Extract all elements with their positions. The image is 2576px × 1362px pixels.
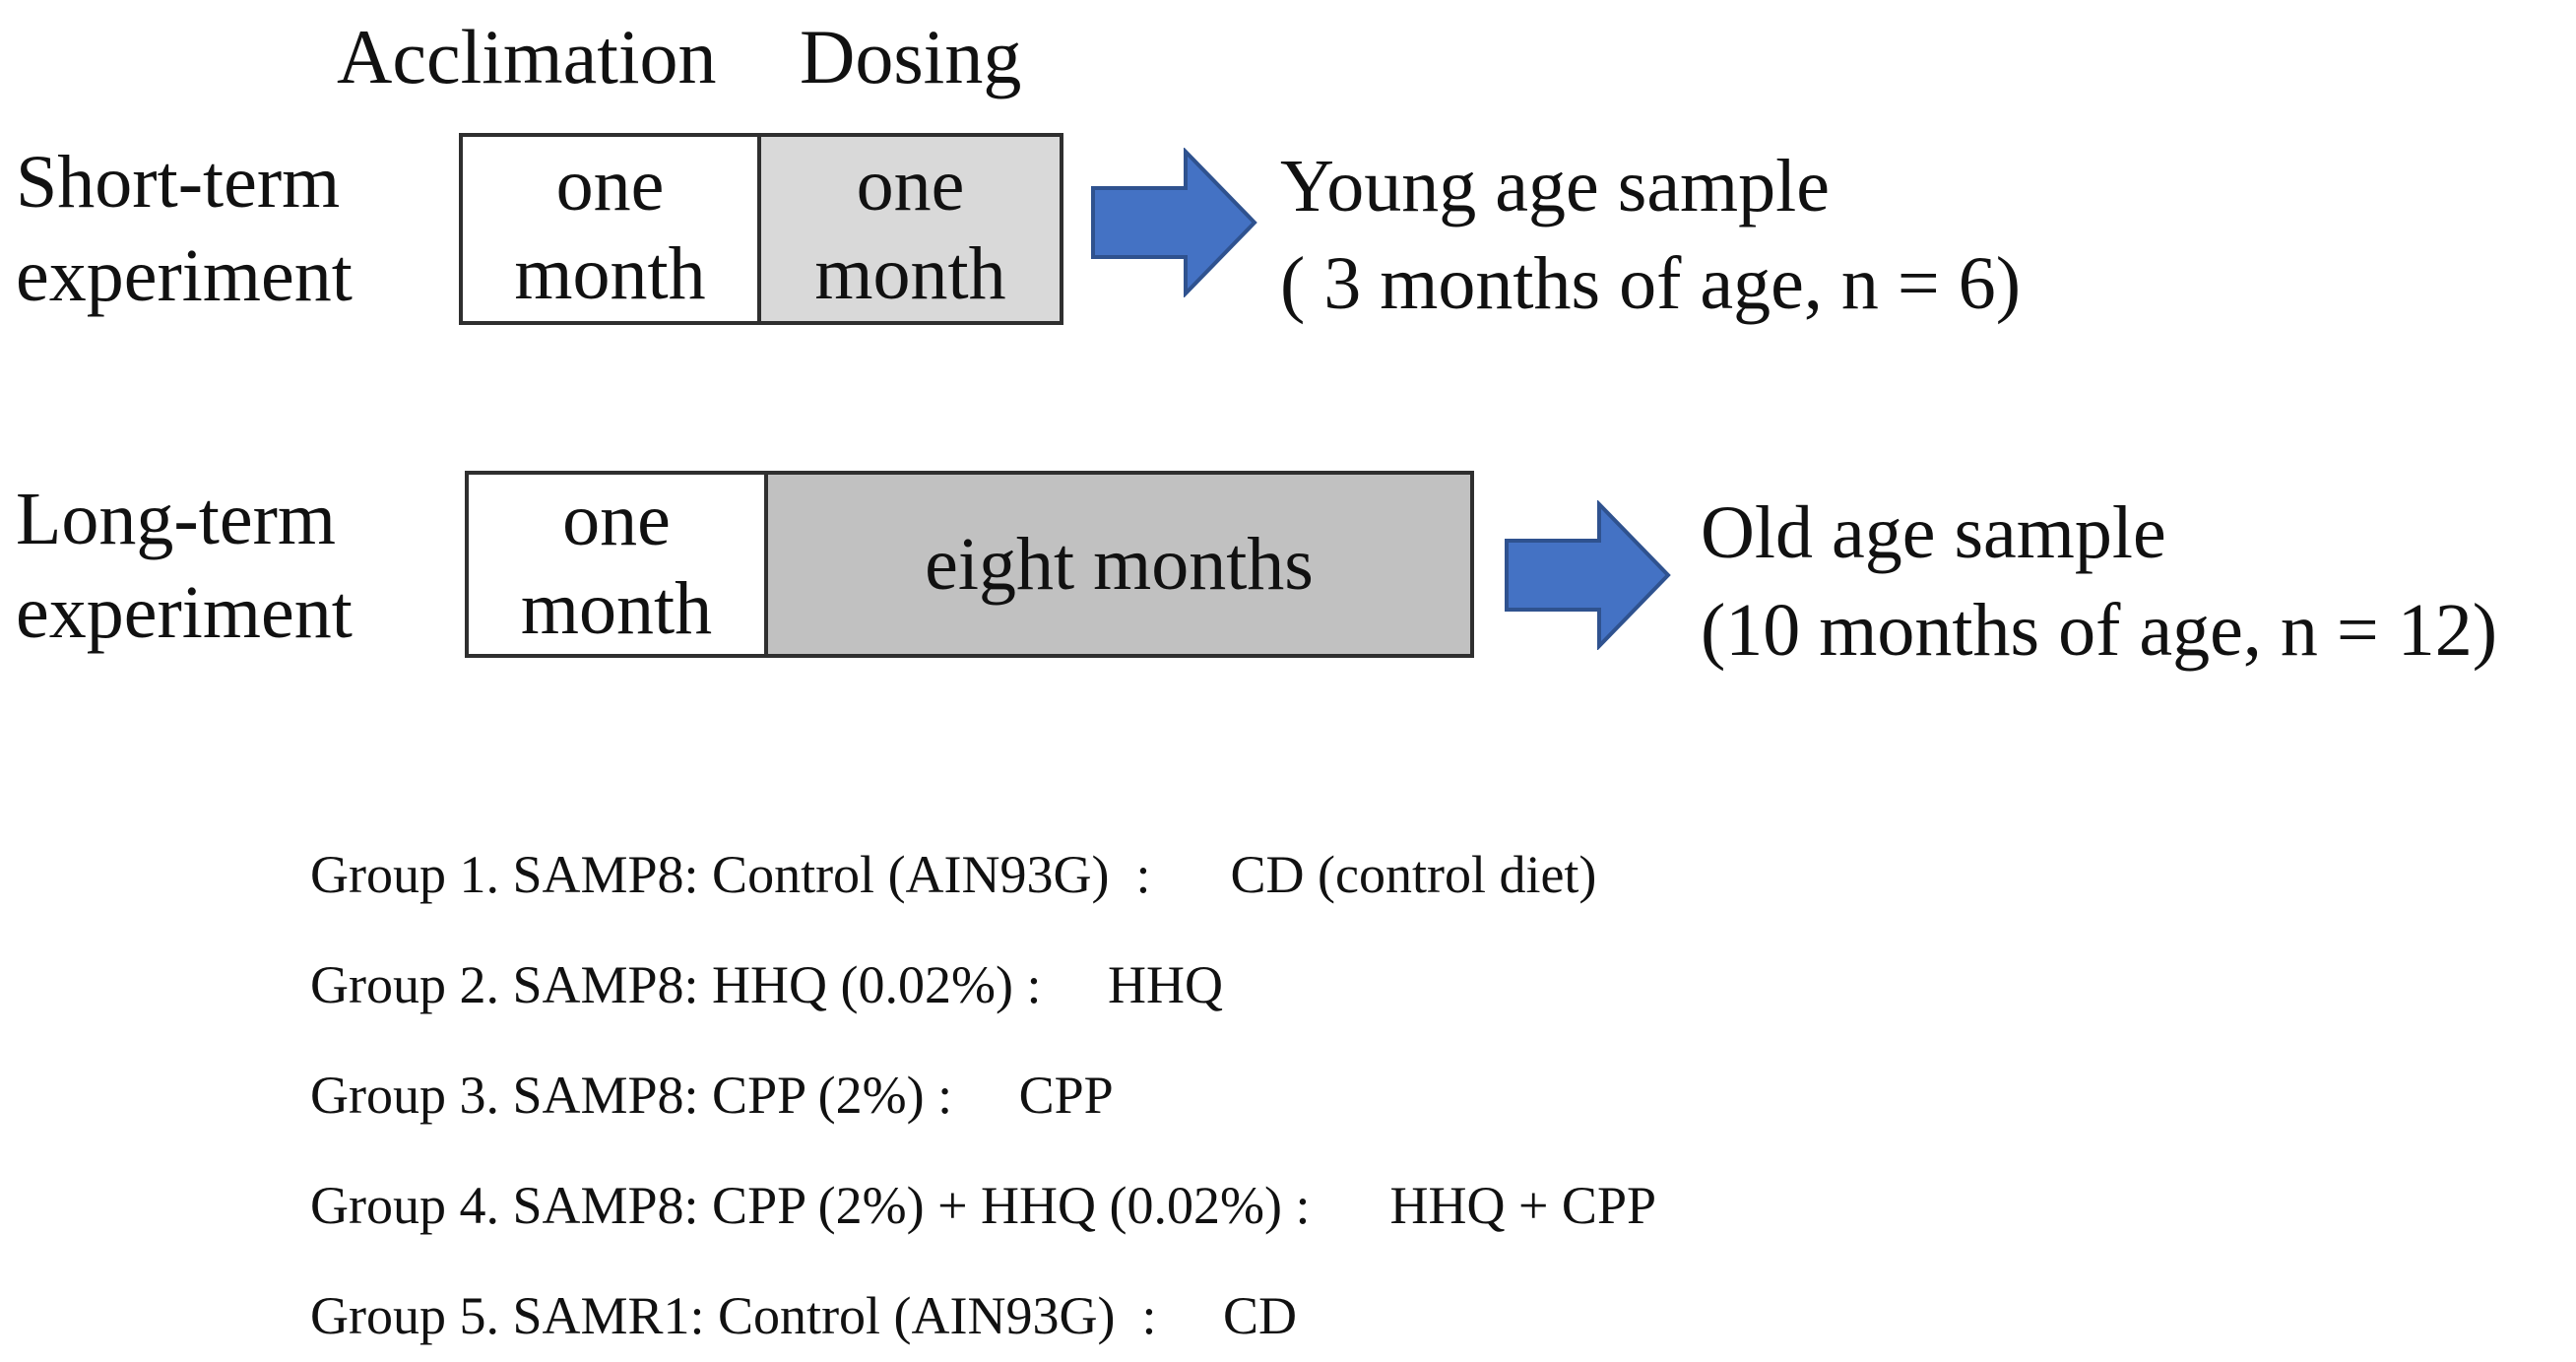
short-term-experiment-label: Short-term experiment xyxy=(16,136,353,323)
group-line-1: Group 1. SAMP8: Control (AIN93G) : CD (c… xyxy=(310,845,1597,904)
short-term-acclimation-cell: one month xyxy=(463,137,761,321)
group-line-2: Group 2. SAMP8: HHQ (0.02%) : HHQ xyxy=(310,955,1223,1014)
short-term-dosing-cell: one month xyxy=(761,137,1060,321)
dosing-phase-label: Dosing xyxy=(800,14,1022,99)
short-term-outcome-line1: Young age sample xyxy=(1280,145,1831,227)
acclimation-phase-label: Acclimation xyxy=(337,14,717,99)
right-arrow-shape xyxy=(1091,148,1257,297)
short-term-right-arrow-icon xyxy=(1091,148,1257,297)
short-term-label-line1: Short-term xyxy=(16,141,341,224)
long-term-dosing-cell: eight months xyxy=(768,475,1470,654)
short-term-label-line2: experiment xyxy=(16,234,353,317)
long-term-label-line2: experiment xyxy=(16,571,353,654)
short-term-timeline-box: one month one month xyxy=(459,133,1063,325)
group-line-3: Group 3. SAMP8: CPP (2%) : CPP xyxy=(310,1066,1114,1125)
long-term-acclimation-cell: one month xyxy=(469,475,768,654)
group-line-4: Group 4. SAMP8: CPP (2%) + HHQ (0.02%) :… xyxy=(310,1176,1657,1235)
long-term-outcome-text: Old age sample (10 months of age, n = 12… xyxy=(1701,485,2497,680)
long-term-timeline-box: one month eight months xyxy=(465,471,1474,658)
right-arrow-shape xyxy=(1505,500,1671,650)
long-term-label-line1: Long-term xyxy=(16,478,337,560)
short-term-outcome-line2: ( 3 months of age, n = 6) xyxy=(1280,242,2022,325)
group-legend: Group 1. SAMP8: Control (AIN93G) : CD (c… xyxy=(310,819,1656,1362)
long-term-experiment-label: Long-term experiment xyxy=(16,473,353,660)
long-term-right-arrow-icon xyxy=(1505,500,1671,650)
long-term-outcome-line2: (10 months of age, n = 12) xyxy=(1701,589,2498,672)
group-line-5: Group 5. SAMR1: Control (AIN93G) : CD xyxy=(310,1286,1298,1345)
long-term-outcome-line1: Old age sample xyxy=(1701,491,2166,574)
short-term-outcome-text: Young age sample ( 3 months of age, n = … xyxy=(1280,138,2021,333)
